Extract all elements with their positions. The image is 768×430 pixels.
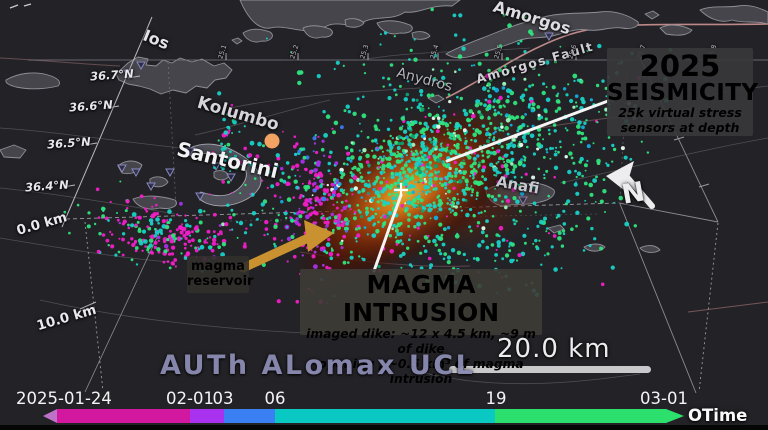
colorbar-segment	[275, 409, 495, 423]
magma-intrusion-title: MAGMA INTRUSION	[342, 270, 500, 327]
islet	[547, 224, 565, 234]
colorbar-right-arrow	[666, 409, 684, 423]
credit-text: AUTh ALomax UCL	[160, 350, 476, 381]
islet	[0, 144, 27, 159]
islet	[699, 5, 768, 25]
islet	[659, 24, 693, 36]
colorbar-segment	[224, 409, 275, 423]
magma-reservoir-label: reservoir	[187, 274, 254, 289]
seismicity-title-word: SEISMICITY	[607, 80, 759, 106]
magma-reservoir-arrow	[238, 234, 311, 273]
scale-label: 20.0 km	[497, 334, 611, 364]
magma-pointer-line	[372, 193, 403, 273]
islet	[344, 18, 365, 28]
kolumbo-event-dot	[264, 133, 280, 149]
seismicity-subtitle: 25k virtual stress	[618, 105, 742, 120]
seismicity-callout: 2025 SEISMICITY 25k virtual stress senso…	[607, 48, 759, 136]
colorbar-tick: 02-01	[166, 389, 214, 408]
seismicity-title-year: 2025	[639, 49, 721, 83]
islet	[132, 195, 177, 210]
colorbar-segment	[495, 409, 666, 423]
seismicity-pointer-line	[445, 99, 610, 163]
seismicity-subtitle: sensors at depth	[620, 120, 740, 135]
islet	[639, 245, 661, 253]
colorbar-left-arrow	[43, 409, 57, 423]
magma-intrusion-callout: MAGMA INTRUSION imaged dike: ~12 x 4.5 k…	[300, 269, 542, 386]
north-label: N	[619, 176, 648, 211]
island-santorini	[186, 143, 262, 207]
magma-intrusion-detail: imaged dike: ~12 x 4.5 km, ~9 m of dike	[306, 327, 536, 356]
magma-reservoir-label: magma	[191, 259, 245, 274]
island-ios	[115, 56, 233, 95]
islet	[5, 72, 60, 90]
colorbar-tick: 06	[264, 389, 286, 408]
colorbar-tick: 03	[212, 389, 234, 408]
colorbar-tick: 19	[485, 389, 507, 408]
magma-reservoir-callout: magma reservoir	[187, 256, 254, 293]
magma-intrusion-detail: opening , ~0.5 km³ of magma intrusion	[318, 357, 524, 386]
islet	[231, 37, 243, 45]
colorbar-axis-label: OTime	[688, 406, 748, 425]
island-top-land	[239, 0, 461, 32]
scale-bar	[449, 366, 651, 373]
fault-lines-gray	[0, 47, 768, 385]
magma-reservoir-arrowhead	[304, 220, 334, 252]
islet	[411, 31, 431, 40]
intrusion-center-cross	[394, 183, 408, 197]
north-arrow-icon	[606, 161, 655, 209]
islet	[242, 28, 273, 43]
colorbar-segment	[57, 409, 190, 423]
colorbar-track	[0, 409, 768, 423]
islet	[644, 10, 660, 20]
colorbar-segment	[190, 409, 224, 423]
colorbar-tick: 2025-01-24	[16, 389, 112, 408]
colorbar-tick: 03-01	[640, 389, 688, 408]
island-amorgos	[445, 11, 639, 59]
islet	[302, 25, 333, 39]
letterbox-strip	[0, 425, 768, 430]
